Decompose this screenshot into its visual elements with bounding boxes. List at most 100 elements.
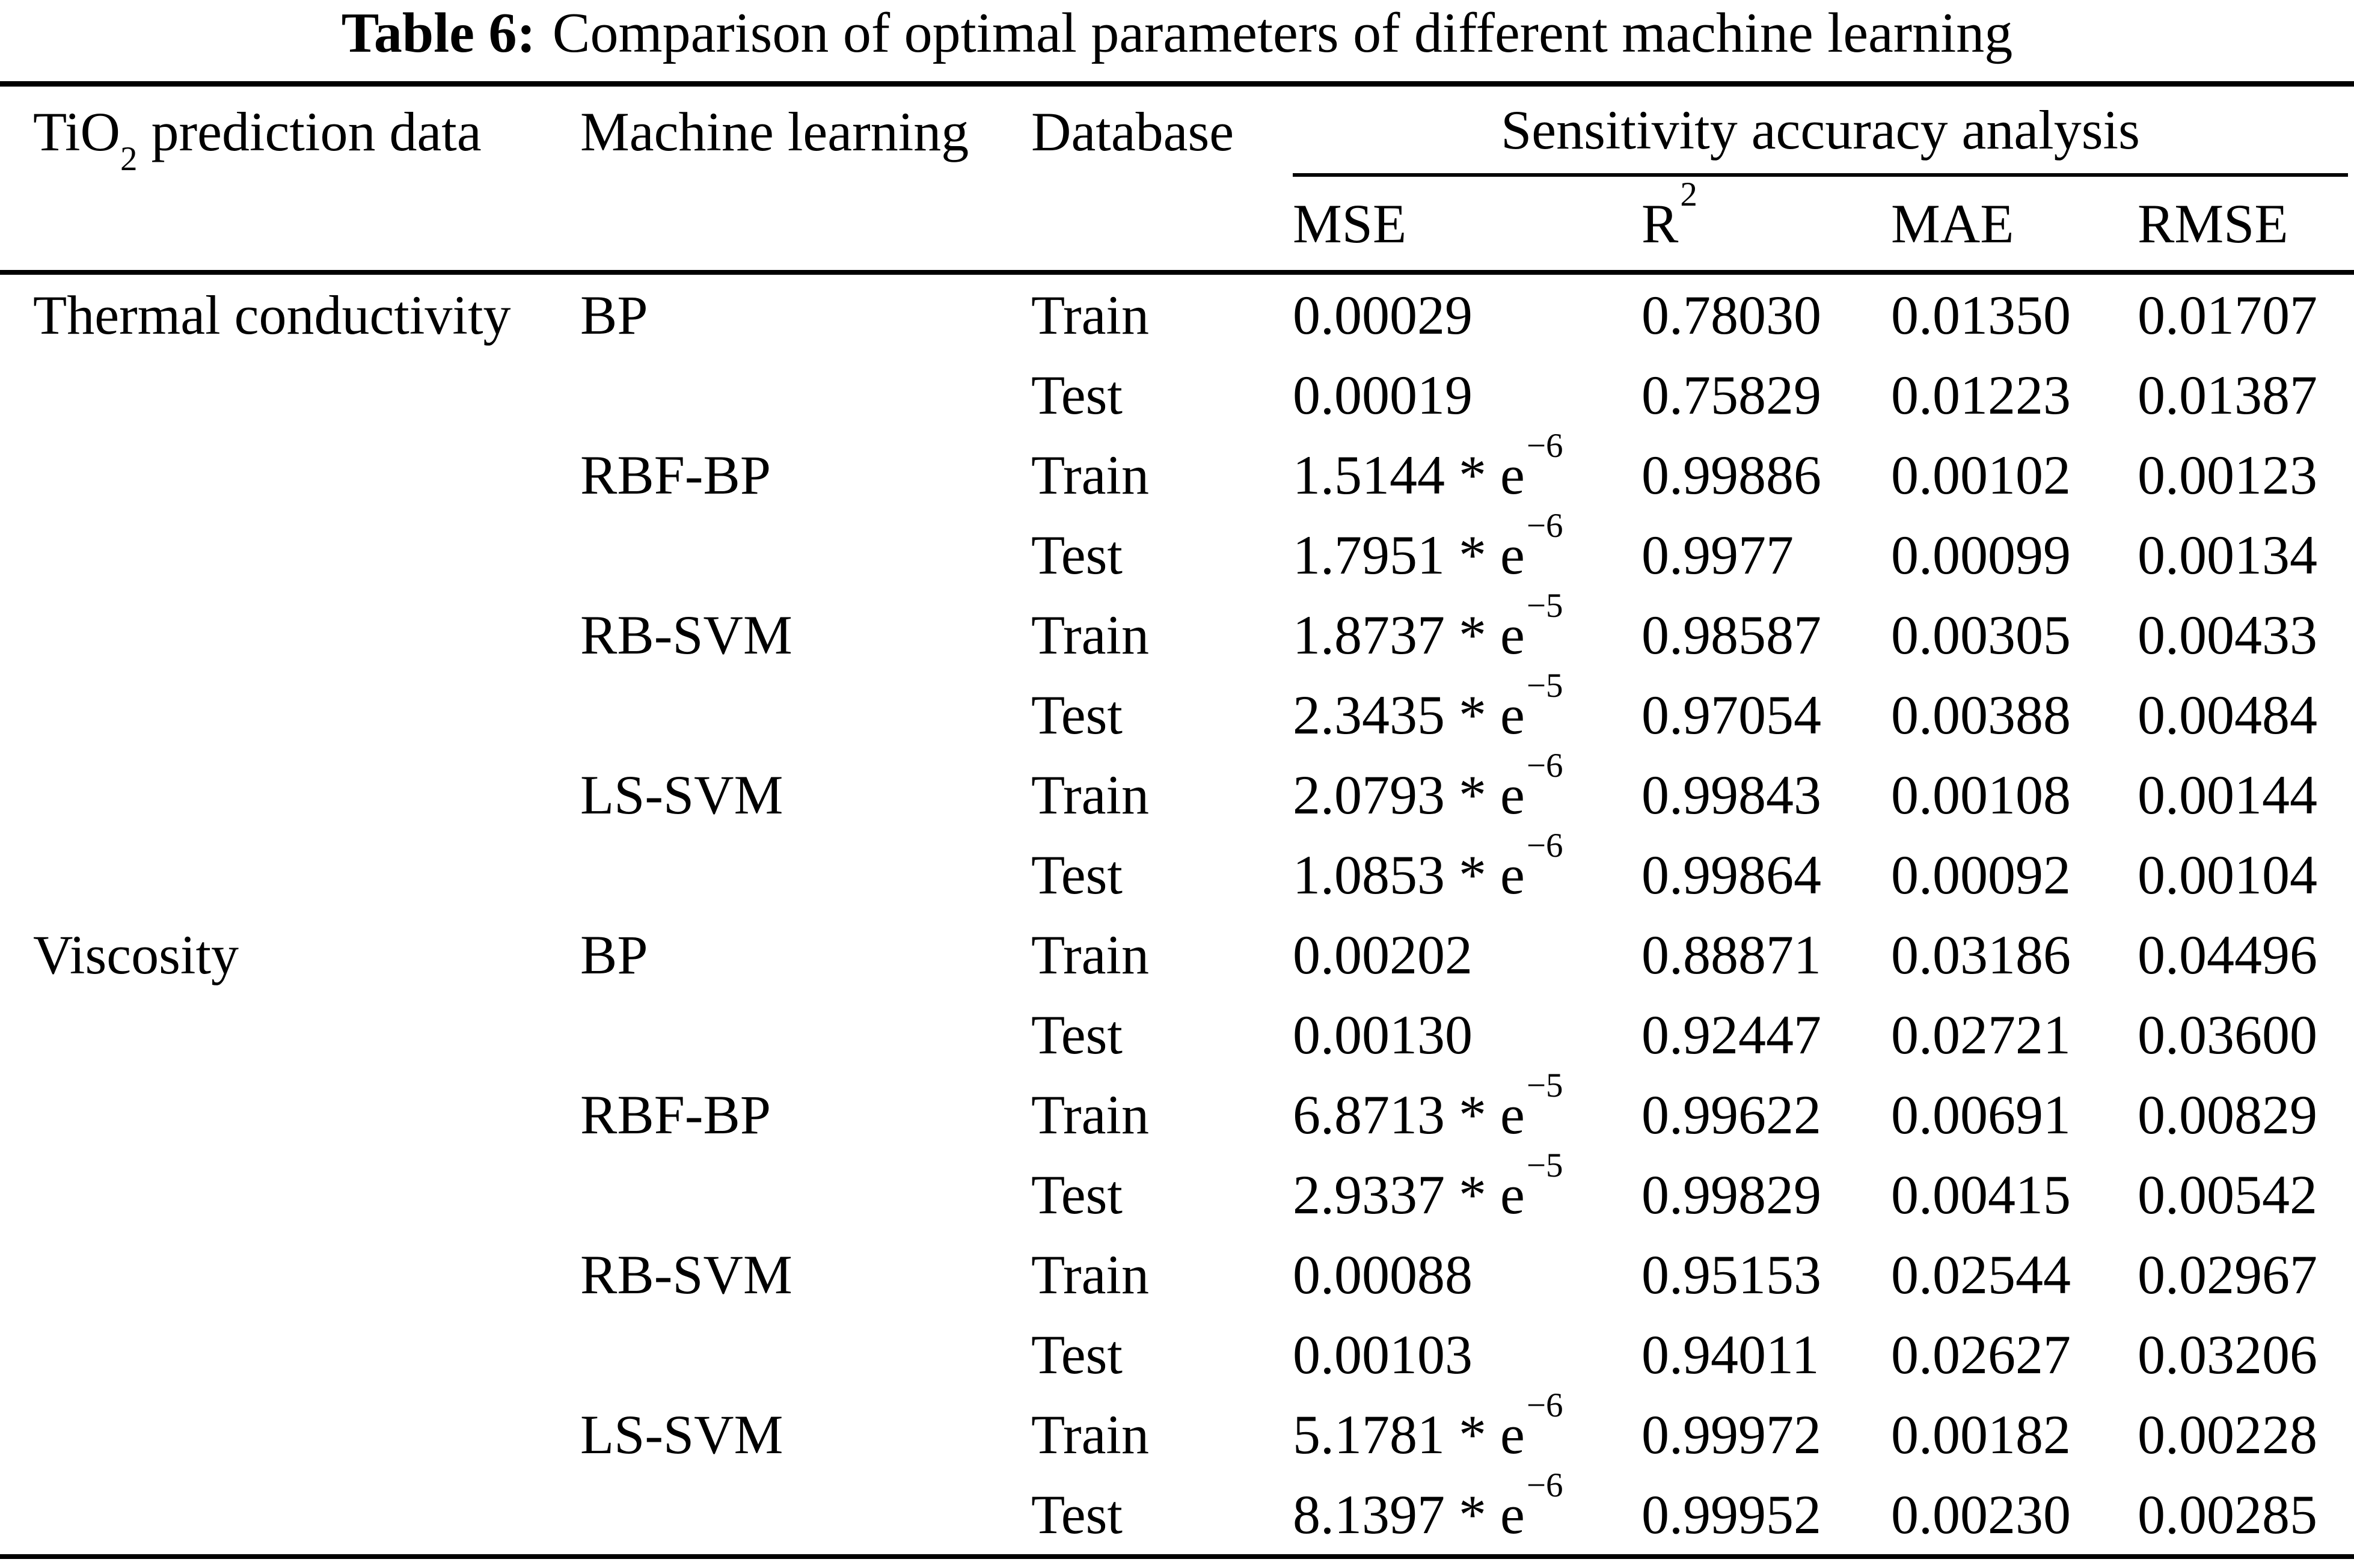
header-prediction-data-base: TiO xyxy=(33,101,120,162)
cell-mae: 0.00691 xyxy=(1891,1083,2071,1145)
cell-database: Train xyxy=(1031,284,1149,346)
table-header: TiO2 prediction data Machine learning Da… xyxy=(0,87,2354,275)
cell-mae: 0.00099 xyxy=(1891,524,2071,586)
cell-rmse: 0.04496 xyxy=(2138,923,2317,985)
table-caption-number: Table 6: xyxy=(341,2,536,64)
cell-r2: 0.75829 xyxy=(1641,364,1821,426)
cell-mse-value: 0.00088 xyxy=(1293,1243,1473,1305)
cell-mse-exponent: −5 xyxy=(1526,1147,1563,1185)
header-r2-superscript: 2 xyxy=(1680,176,1697,214)
cell-mse-value: 0.00019 xyxy=(1293,364,1473,426)
cell-mse-exponent: −5 xyxy=(1526,667,1563,705)
cell-r2: 0.97054 xyxy=(1641,684,1821,746)
header-database: Database xyxy=(1031,101,1234,162)
cell-mse-value: 1.0853 * e xyxy=(1293,844,1525,905)
cell-r2: 0.99864 xyxy=(1641,844,1821,905)
cell-r2: 0.99829 xyxy=(1641,1163,1821,1225)
table-row: LS-SVM Train 2.0793 * e−6 0.99843 0.0010… xyxy=(0,749,2354,835)
cell-rmse: 0.00829 xyxy=(2138,1083,2317,1145)
table-row: Test 0.00103 0.94011 0.02627 0.03206 xyxy=(0,1314,2354,1394)
cell-mse: 1.5144 * e−6 xyxy=(1293,429,1641,506)
table-row: Test 2.9337 * e−5 0.99829 0.00415 0.0054… xyxy=(0,1148,2354,1234)
cell-rmse: 0.00228 xyxy=(2138,1403,2317,1465)
cell-mse: 0.00088 xyxy=(1293,1247,1641,1302)
cell-mse-value: 2.3435 * e xyxy=(1293,684,1525,746)
header-group-sensitivity-accuracy: Sensitivity accuracy analysis xyxy=(1293,87,2348,177)
cell-mae: 0.03186 xyxy=(1891,923,2071,985)
cell-database: Train xyxy=(1031,1083,1149,1145)
cell-mae: 0.00108 xyxy=(1891,764,2071,825)
cell-rmse: 0.01387 xyxy=(2138,364,2317,426)
header-mae: MAE xyxy=(1891,192,2014,254)
table-row: Test 1.7951 * e−6 0.9977 0.00099 0.00134 xyxy=(0,509,2354,595)
cell-mae: 0.00092 xyxy=(1891,844,2071,905)
table-caption-text: Comparison of optimal parameters of diff… xyxy=(552,2,2013,64)
cell-mae: 0.01350 xyxy=(1891,284,2071,346)
cell-r2: 0.99843 xyxy=(1641,764,1821,825)
cell-mse: 1.0853 * e−6 xyxy=(1293,828,1641,905)
cell-mse-value: 0.00029 xyxy=(1293,284,1473,346)
cell-rmse: 0.00144 xyxy=(2138,764,2317,825)
cell-database: Train xyxy=(1031,604,1149,666)
cell-database: Test xyxy=(1031,1163,1123,1225)
cell-mse: 6.8713 * e−5 xyxy=(1293,1068,1641,1142)
cell-mae: 0.02544 xyxy=(1891,1243,2071,1305)
table-row: Viscosity BP Train 0.00202 0.88871 0.031… xyxy=(0,914,2354,994)
cell-mae: 0.01223 xyxy=(1891,364,2071,426)
table-row: Test 1.0853 * e−6 0.99864 0.00092 0.0010… xyxy=(0,828,2354,914)
cell-mse-value: 0.00103 xyxy=(1293,1323,1473,1385)
cell-r2: 0.99622 xyxy=(1641,1083,1821,1145)
cell-mse-exponent: −6 xyxy=(1526,1386,1563,1425)
cell-mse-value: 8.1397 * e xyxy=(1293,1483,1525,1545)
cell-database: Test xyxy=(1031,1003,1123,1065)
cell-database: Test xyxy=(1031,364,1123,426)
cell-prediction-data: Thermal conductivity xyxy=(33,284,511,346)
cell-mse: 2.9337 * e−5 xyxy=(1293,1148,1641,1222)
header-r2: R2 xyxy=(1641,177,1891,254)
cell-mae: 0.00388 xyxy=(1891,684,2071,746)
cell-mse-value: 0.00202 xyxy=(1293,923,1473,985)
cell-r2: 0.99972 xyxy=(1641,1403,1821,1465)
cell-machine-learning: RBF-BP xyxy=(580,1083,771,1145)
header-r2-base: R xyxy=(1641,192,1679,254)
cell-rmse: 0.00285 xyxy=(2138,1483,2317,1545)
cell-r2: 0.78030 xyxy=(1641,284,1821,346)
cell-mse-value: 2.0793 * e xyxy=(1293,764,1525,825)
table-row: RBF-BP Train 1.5144 * e−6 0.99886 0.0010… xyxy=(0,429,2354,515)
cell-mse-exponent: −6 xyxy=(1526,427,1563,465)
cell-rmse: 0.00484 xyxy=(2138,684,2317,746)
table-row: RBF-BP Train 6.8713 * e−5 0.99622 0.0069… xyxy=(0,1068,2354,1154)
table-caption: Table 6: Comparison of optimal parameters… xyxy=(0,0,2354,81)
cell-mae: 0.00305 xyxy=(1891,604,2071,666)
cell-database: Test xyxy=(1031,1483,1123,1545)
table-row: Test 0.00130 0.92447 0.02721 0.03600 xyxy=(0,994,2354,1074)
cell-database: Test xyxy=(1031,1323,1123,1385)
cell-database: Test xyxy=(1031,684,1123,746)
cell-mse-value: 1.5144 * e xyxy=(1293,444,1525,506)
header-row-top: TiO2 prediction data Machine learning Da… xyxy=(0,87,2354,177)
table-row: RB-SVM Train 0.00088 0.95153 0.02544 0.0… xyxy=(0,1234,2354,1314)
cell-mse-exponent: −6 xyxy=(1526,1466,1563,1505)
header-mse: MSE xyxy=(1293,192,1407,254)
cell-mse: 1.7951 * e−6 xyxy=(1293,509,1641,582)
cell-mse: 1.8737 * e−5 xyxy=(1293,589,1641,662)
cell-prediction-data: Viscosity xyxy=(33,923,239,985)
cell-database: Test xyxy=(1031,844,1123,905)
cell-mse-value: 0.00130 xyxy=(1293,1003,1473,1065)
cell-machine-learning: RB-SVM xyxy=(580,1243,792,1305)
cell-mae: 0.00102 xyxy=(1891,444,2071,506)
cell-machine-learning: LS-SVM xyxy=(580,764,783,825)
cell-rmse: 0.02967 xyxy=(2138,1243,2317,1305)
cell-mse-exponent: −6 xyxy=(1526,507,1563,545)
cell-rmse: 0.00123 xyxy=(2138,444,2317,506)
cell-mse: 0.00029 xyxy=(1293,287,1641,343)
cell-mse: 0.00019 xyxy=(1293,367,1641,423)
header-row-metrics: MSE R2 MAE RMSE xyxy=(0,177,2354,270)
cell-mse-value: 5.1781 * e xyxy=(1293,1403,1525,1465)
cell-mae: 0.00230 xyxy=(1891,1483,2071,1545)
cell-rmse: 0.03600 xyxy=(2138,1003,2317,1065)
cell-mse: 8.1397 * e−6 xyxy=(1293,1468,1641,1545)
header-group-label: Sensitivity accuracy analysis xyxy=(1501,99,2140,161)
table-row: Test 2.3435 * e−5 0.97054 0.00388 0.0048… xyxy=(0,669,2354,755)
table-row: Test 0.00019 0.75829 0.01223 0.01387 xyxy=(0,355,2354,435)
